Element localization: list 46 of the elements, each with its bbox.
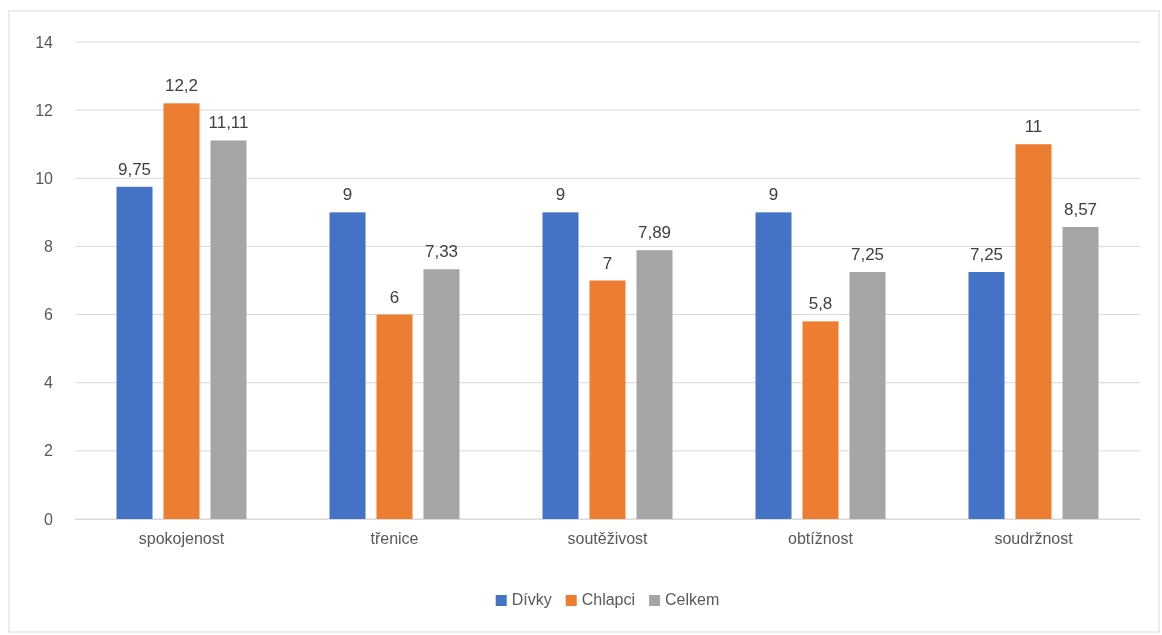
bar (1062, 227, 1099, 519)
y-tick-label: 6 (44, 306, 54, 324)
data-label: 7,33 (424, 242, 459, 262)
x-tick-label: obtížnost (788, 530, 854, 548)
bar (849, 271, 886, 519)
bar (755, 212, 792, 519)
y-tick-label: 0 (44, 510, 54, 528)
bar (376, 314, 413, 519)
x-tick-label: třenice (370, 530, 419, 548)
y-tick-label: 14 (35, 33, 54, 51)
bar (968, 271, 1005, 519)
y-tick-label: 12 (35, 101, 54, 119)
data-label: 7,25 (969, 244, 1004, 264)
data-label: 6 (389, 287, 400, 307)
legend-label: Celkem (665, 591, 720, 608)
y-tick-label: 8 (44, 238, 54, 256)
bar (210, 140, 247, 519)
bar (1015, 144, 1052, 519)
x-tick-label: spokojenost (138, 530, 225, 548)
data-label: 8,57 (1063, 200, 1098, 220)
bar (163, 103, 200, 519)
bar (542, 212, 579, 519)
data-label: 9 (342, 185, 353, 205)
bar (423, 269, 460, 519)
legend-label: Chlapci (581, 591, 636, 608)
y-tick-label: 10 (35, 169, 54, 187)
bar (802, 321, 839, 519)
data-label: 7,25 (850, 244, 885, 264)
data-label: 7 (602, 253, 613, 273)
data-label: 11 (1024, 117, 1043, 137)
data-label: 7,89 (637, 223, 672, 243)
bar (636, 250, 673, 519)
data-label: 12,2 (164, 76, 199, 96)
y-tick-label: 2 (44, 442, 54, 460)
data-label: 9,75 (117, 159, 152, 179)
x-tick-label: soutěživost (567, 530, 649, 548)
bar (116, 186, 153, 519)
data-label: 9 (555, 185, 566, 205)
bar (329, 212, 366, 519)
legend-label: Dívky (511, 591, 552, 608)
data-label: 5,8 (808, 294, 833, 314)
data-label: 9 (768, 185, 779, 205)
data-label: 11,11 (208, 113, 249, 133)
bar (589, 280, 626, 519)
x-tick-label: soudržnost (994, 530, 1074, 548)
y-tick-label: 4 (44, 374, 54, 392)
